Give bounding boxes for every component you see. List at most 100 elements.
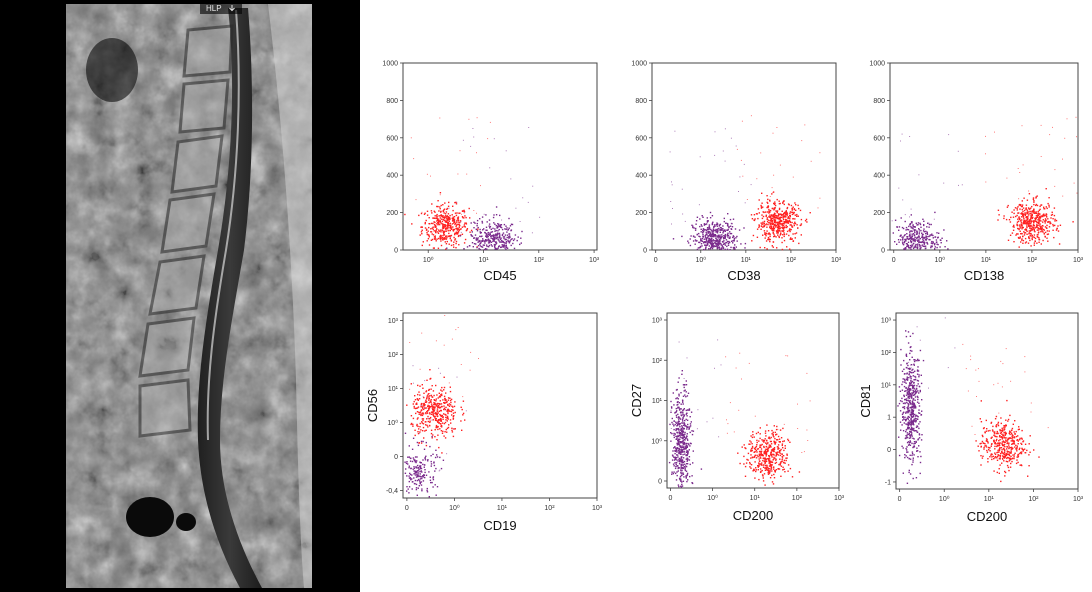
data-point	[438, 230, 441, 232]
data-point	[456, 212, 458, 214]
data-point	[1030, 213, 1032, 215]
data-point	[426, 173, 428, 175]
data-point	[760, 444, 762, 446]
data-point	[1030, 245, 1032, 247]
data-point	[424, 457, 426, 460]
data-point	[930, 246, 932, 249]
data-point	[760, 225, 763, 228]
data-point	[453, 221, 455, 223]
data-point	[905, 229, 907, 231]
data-point	[907, 426, 909, 429]
data-point	[679, 453, 682, 455]
data-point	[476, 238, 479, 240]
data-point	[779, 450, 782, 452]
data-point	[770, 219, 772, 221]
data-point	[798, 242, 800, 245]
data-point	[906, 237, 908, 240]
data-point	[431, 396, 433, 398]
data-point	[700, 468, 703, 470]
data-point	[764, 237, 766, 239]
data-point	[420, 405, 422, 406]
data-point	[447, 228, 449, 230]
data-point	[994, 448, 996, 450]
data-point	[675, 463, 677, 466]
data-point	[937, 237, 939, 239]
data-point	[457, 173, 459, 175]
data-point	[474, 234, 477, 236]
data-point	[906, 389, 909, 391]
data-point	[441, 452, 443, 454]
data-point	[440, 425, 443, 427]
data-point	[905, 429, 908, 431]
data-point	[1012, 447, 1014, 449]
data-point	[1017, 440, 1019, 442]
data-point	[758, 478, 760, 481]
data-point	[1035, 217, 1037, 219]
data-point	[434, 225, 436, 228]
data-point	[918, 243, 921, 246]
data-point	[781, 457, 784, 459]
data-point	[443, 376, 445, 378]
data-point	[519, 221, 521, 222]
data-point	[764, 233, 766, 235]
data-point	[994, 441, 996, 444]
data-point	[689, 244, 692, 247]
data-point	[773, 202, 775, 205]
data-point	[1050, 214, 1053, 216]
data-point	[490, 235, 492, 237]
data-point	[766, 469, 768, 471]
data-point	[752, 447, 754, 449]
data-point	[501, 219, 503, 221]
data-point	[426, 379, 428, 381]
data-point	[435, 413, 438, 415]
data-point	[1031, 234, 1033, 237]
data-point	[904, 234, 906, 236]
data-point	[1031, 225, 1033, 227]
vertebra	[170, 134, 224, 194]
data-point	[906, 379, 909, 381]
data-point	[687, 442, 689, 445]
data-point	[773, 448, 775, 450]
data-point	[790, 224, 792, 226]
data-point	[462, 139, 464, 141]
data-point	[442, 224, 444, 226]
data-point	[432, 486, 434, 488]
data-point	[685, 413, 687, 415]
data-point	[436, 205, 438, 208]
y-tick-label: 200	[386, 210, 398, 217]
data-point	[906, 243, 908, 245]
data-point	[1001, 462, 1003, 464]
data-point	[416, 472, 418, 474]
data-point	[1003, 217, 1005, 220]
data-point	[701, 215, 703, 217]
data-point	[718, 246, 721, 248]
data-point	[420, 442, 423, 444]
spinal-cord-edge	[206, 9, 240, 441]
data-point	[1036, 215, 1038, 217]
data-point	[417, 475, 419, 478]
data-point	[732, 236, 734, 239]
data-point	[721, 244, 723, 246]
x-tick-label: 10¹	[984, 496, 995, 503]
data-point	[763, 439, 766, 442]
data-point	[419, 480, 421, 482]
data-point	[446, 415, 449, 418]
data-point	[1031, 228, 1034, 231]
data-point	[777, 428, 779, 430]
data-point	[423, 404, 426, 406]
data-point	[1033, 449, 1035, 451]
data-point	[1031, 238, 1033, 241]
data-point	[449, 419, 452, 421]
data-point	[805, 218, 808, 221]
data-point	[774, 201, 776, 203]
data-point	[797, 215, 799, 217]
data-point	[471, 231, 473, 233]
data-point	[508, 233, 510, 235]
data-point	[686, 428, 688, 430]
data-point	[918, 376, 920, 378]
data-point	[751, 449, 753, 452]
data-point	[902, 416, 905, 418]
data-point	[1059, 224, 1062, 226]
data-point	[1022, 164, 1024, 166]
data-point	[410, 467, 412, 470]
